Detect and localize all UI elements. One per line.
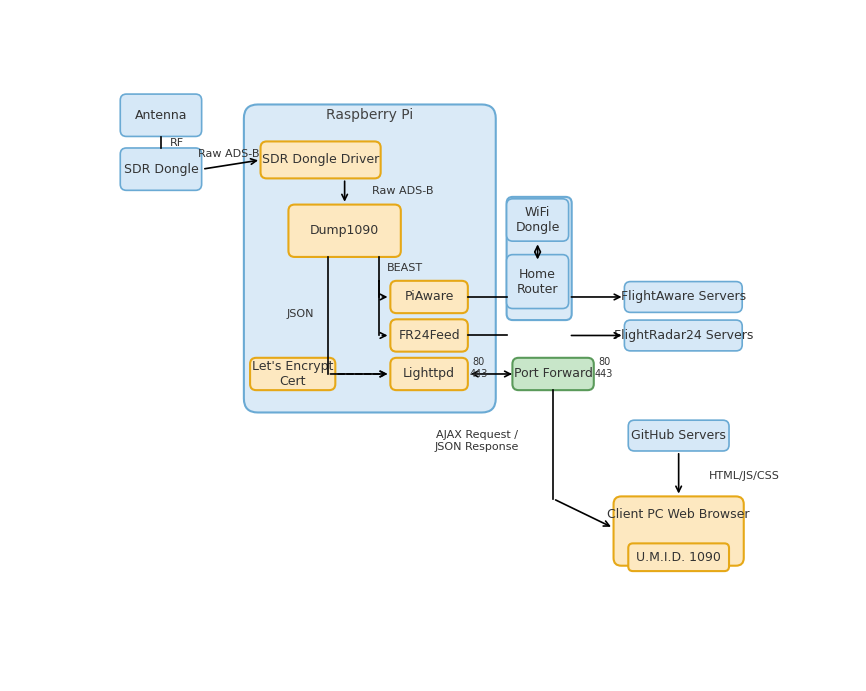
FancyBboxPatch shape [261,142,381,178]
Text: Home
Router: Home Router [517,267,559,296]
Text: Raw ADS-B: Raw ADS-B [197,149,259,159]
Text: WiFi
Dongle: WiFi Dongle [515,206,559,234]
FancyBboxPatch shape [288,205,401,257]
Text: 80
443: 80 443 [595,357,613,379]
FancyBboxPatch shape [391,319,468,352]
FancyBboxPatch shape [613,496,744,566]
Text: U.M.I.D. 1090: U.M.I.D. 1090 [637,551,721,564]
Text: GitHub Servers: GitHub Servers [631,429,726,442]
Text: Raspberry Pi: Raspberry Pi [326,108,413,122]
FancyBboxPatch shape [628,543,729,571]
Text: SDR Dongle: SDR Dongle [124,162,198,176]
FancyBboxPatch shape [624,281,742,312]
Text: FR24Feed: FR24Feed [398,329,460,342]
Text: RF: RF [171,138,184,148]
Text: Dump1090: Dump1090 [310,225,379,237]
Text: 80
443: 80 443 [469,357,488,379]
Text: Port Forward: Port Forward [514,368,592,381]
Text: Client PC Web Browser: Client PC Web Browser [607,508,750,520]
Text: HTML/JS/CSS: HTML/JS/CSS [709,471,779,481]
FancyBboxPatch shape [513,358,594,390]
Text: FlightRadar24 Servers: FlightRadar24 Servers [614,329,753,342]
Text: JSON: JSON [286,309,313,319]
FancyBboxPatch shape [628,420,729,451]
FancyBboxPatch shape [250,358,335,390]
FancyBboxPatch shape [507,254,569,308]
FancyBboxPatch shape [507,199,569,241]
FancyBboxPatch shape [244,104,495,413]
Text: Lighttpd: Lighttpd [403,368,456,381]
FancyBboxPatch shape [507,197,572,320]
Text: PiAware: PiAware [404,290,454,303]
Text: BEAST: BEAST [387,263,423,273]
Text: Let's Encrypt
Cert: Let's Encrypt Cert [252,360,333,388]
Text: SDR Dongle Driver: SDR Dongle Driver [262,153,379,167]
Text: Raw ADS-B: Raw ADS-B [372,186,433,196]
FancyBboxPatch shape [391,358,468,390]
FancyBboxPatch shape [120,148,202,190]
FancyBboxPatch shape [391,281,468,313]
FancyBboxPatch shape [624,320,742,351]
Text: AJAX Request /
JSON Response: AJAX Request / JSON Response [435,430,519,452]
Text: FlightAware Servers: FlightAware Servers [621,290,746,303]
FancyBboxPatch shape [120,94,202,136]
Text: Antenna: Antenna [135,108,187,122]
